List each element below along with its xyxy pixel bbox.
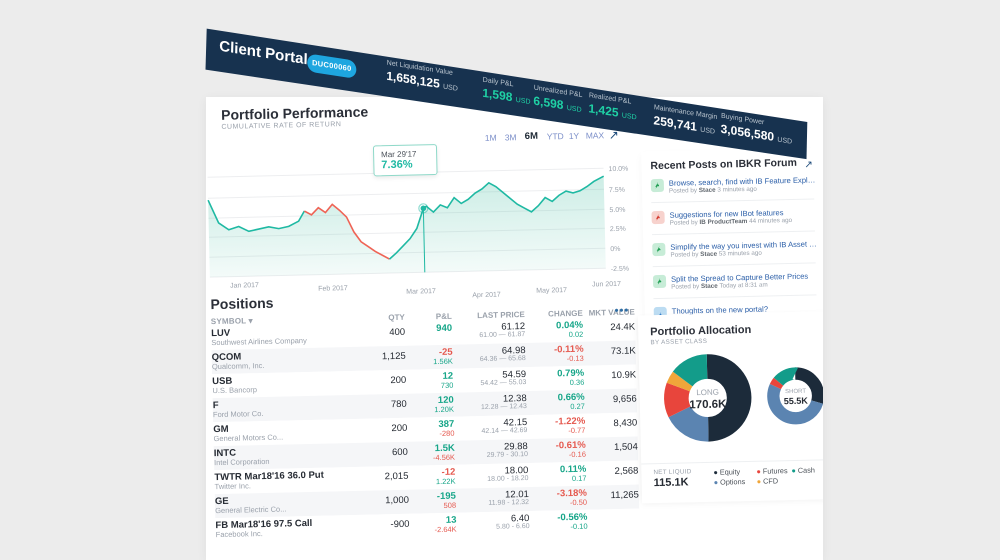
svg-text:10.0%: 10.0%: [608, 166, 628, 173]
svg-text:2.5%: 2.5%: [610, 226, 626, 233]
svg-text:LONG: LONG: [696, 388, 719, 398]
svg-text:-2.5%: -2.5%: [611, 266, 629, 273]
svg-text:Jan 2017: Jan 2017: [230, 282, 259, 290]
svg-text:170.6K: 170.6K: [689, 398, 727, 411]
svg-text:5.0%: 5.0%: [609, 207, 625, 214]
svg-text:Feb 2017: Feb 2017: [318, 285, 348, 293]
svg-text:SHORT: SHORT: [785, 389, 806, 395]
svg-text:7.5%: 7.5%: [609, 187, 625, 194]
svg-text:55.5K: 55.5K: [784, 396, 809, 407]
svg-text:0%: 0%: [610, 246, 620, 253]
